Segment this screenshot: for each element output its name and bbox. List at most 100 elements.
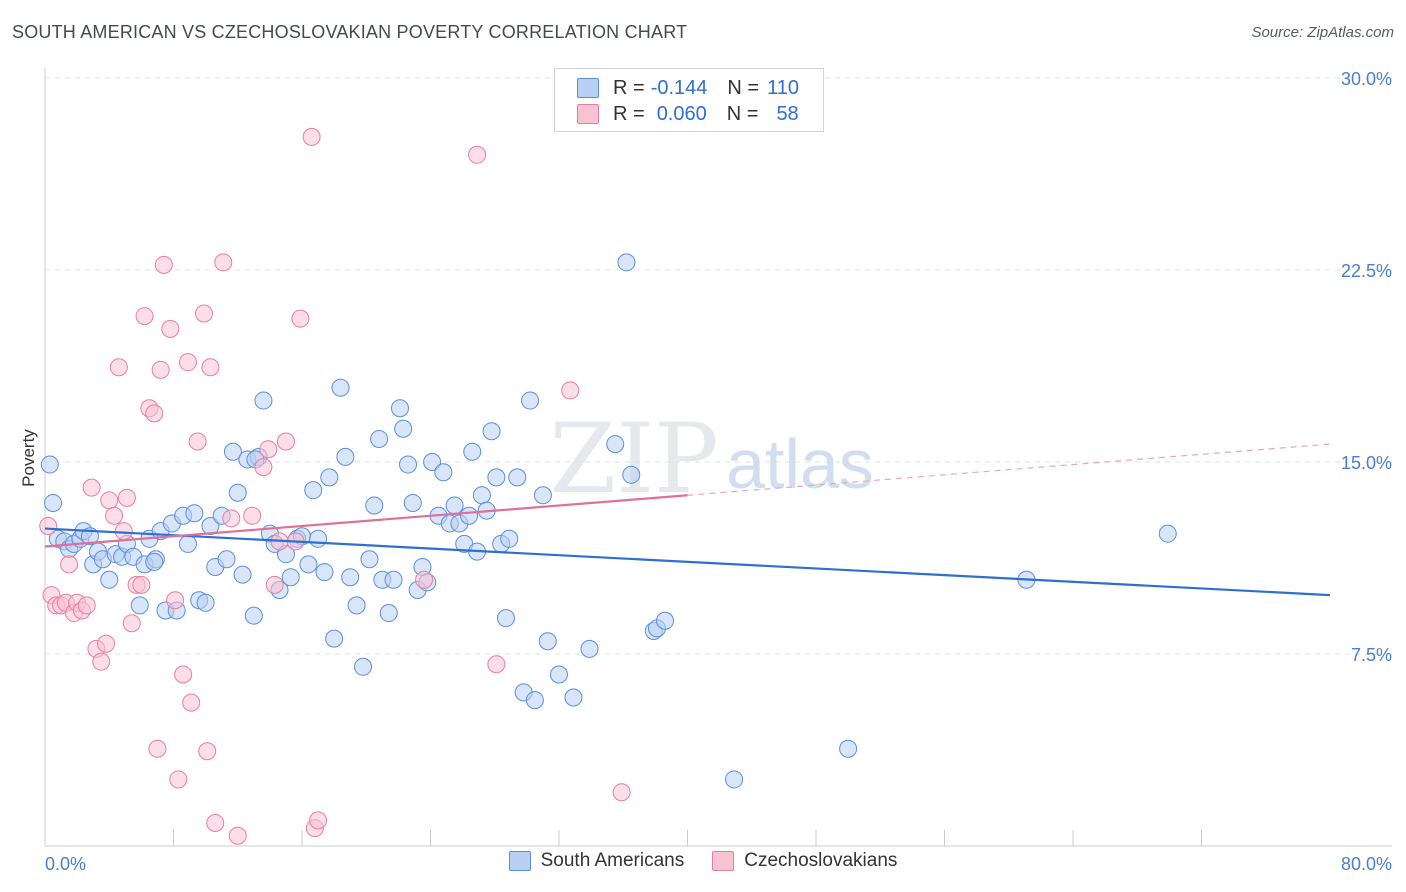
legend-item-czechoslovakians[interactable]: Czechoslovakians (712, 850, 897, 872)
legend-r-value: -0.144 (650, 76, 708, 99)
czechoslovakian-point (276, 432, 295, 451)
south-american-point (725, 770, 744, 789)
south-american-point (500, 529, 519, 548)
south-american-trendline (44, 527, 1331, 597)
czechoslovakian-point (222, 509, 241, 528)
south-american-point (434, 463, 453, 482)
south-american-point (564, 688, 583, 707)
czechoslovakian-point (291, 309, 310, 328)
czechoslovakian-point (117, 488, 136, 507)
south-american-point (325, 629, 344, 648)
watermark-zip: ZIP (549, 403, 718, 515)
south-american-point (384, 570, 403, 589)
south-american-point (336, 447, 355, 466)
y-tick-label: 22.5% (1341, 261, 1392, 281)
czechoslovakian-trendline-extension (687, 443, 1331, 496)
legend-n-value: 58 (776, 102, 799, 125)
south-american-point (145, 552, 164, 571)
czechoslovakian-point (122, 614, 141, 633)
south-american-point (304, 481, 323, 500)
czechoslovakian-point (161, 319, 180, 338)
south-american-point (331, 378, 350, 397)
south-american-point (580, 639, 599, 658)
watermark-atlas: atlas (726, 425, 874, 503)
south-american-point (390, 399, 409, 418)
south-american-point (617, 253, 636, 272)
legend-n-label: N = (726, 102, 759, 125)
czechoslovakian-point (254, 458, 273, 477)
czechoslovakian-point (174, 665, 193, 684)
south-american-point (309, 529, 328, 548)
czechoslovakian-point (198, 742, 217, 761)
czechoslovakian-point (169, 770, 188, 789)
south-american-point (496, 609, 515, 628)
south-american-point (550, 665, 568, 684)
south-american-point (472, 486, 491, 505)
legend-r-label: R = (613, 76, 645, 99)
south-american-point (315, 563, 334, 582)
y-tick-label: 7.5% (1351, 645, 1392, 665)
czechoslovakian-point (97, 634, 116, 653)
south-american-point (445, 496, 464, 515)
legend-swatch-blue (577, 78, 599, 98)
south-american-point (196, 593, 215, 612)
south-american-point (354, 657, 373, 676)
south-american-point (399, 455, 418, 474)
y-tick-label: 15.0% (1341, 453, 1392, 473)
legend-swatch-pink (577, 104, 599, 124)
czechoslovakian-point (60, 555, 79, 574)
south-american-point (281, 568, 300, 587)
south-american-point (521, 391, 540, 410)
czechoslovakian-point (195, 304, 214, 323)
south-american-point (44, 493, 63, 512)
south-american-point (482, 422, 501, 441)
czechoslovakian-trendline (44, 494, 688, 548)
south-american-point (40, 455, 59, 474)
czechoslovakian-point (259, 440, 278, 459)
czechoslovakian-point (214, 253, 233, 272)
x-tick-label: 0.0% (45, 854, 86, 874)
south-american-point (299, 555, 318, 574)
south-american-point (460, 506, 479, 525)
south-american-point (365, 496, 384, 515)
czechoslovakian-point (302, 127, 321, 146)
y-axis-label: Poverty (19, 429, 38, 487)
south-american-point (403, 493, 422, 512)
legend-item-south-americans[interactable]: South Americans (508, 850, 684, 872)
czechoslovakian-point (561, 381, 580, 400)
south-american-point (533, 486, 552, 505)
czechoslovakian-point (105, 506, 124, 525)
legend-r-label: R = (613, 102, 645, 125)
south-american-point (341, 568, 360, 587)
czechoslovakian-point (154, 255, 173, 274)
south-american-point (606, 435, 625, 454)
south-american-point (487, 468, 506, 487)
czechoslovakian-point (151, 360, 170, 379)
south-american-point (223, 442, 242, 461)
correlation-legend: R = -0.144 N = 110 R = 0.060 N = 58 (554, 68, 824, 132)
legend-label: Czechoslovakians (744, 850, 898, 871)
legend-row-south-americans: R = -0.144 N = 110 (577, 76, 799, 100)
south-american-point (463, 442, 482, 461)
legend-swatch-blue (508, 851, 531, 871)
legend-n-value: 110 (767, 76, 799, 99)
south-american-point (320, 468, 339, 487)
chart-title: SOUTH AMERICAN VS CZECHOSLOVAKIAN POVERT… (12, 22, 688, 42)
czechoslovakian-point (148, 739, 167, 758)
czechoslovakian-point (206, 813, 225, 832)
czechoslovakian-point (166, 591, 185, 610)
czechoslovakian-point (39, 517, 58, 535)
czechoslovakian-point (487, 655, 506, 674)
south-american-point (201, 517, 220, 535)
czechoslovakian-point (188, 432, 207, 451)
south-american-point (130, 596, 149, 615)
south-american-point (538, 632, 557, 651)
czechoslovakian-point (243, 506, 262, 525)
czechoslovakian-point (82, 478, 101, 497)
czechoslovakian-point (92, 652, 111, 671)
south-american-point (228, 483, 247, 502)
czechoslovakian-point (135, 307, 154, 326)
south-american-point (178, 534, 197, 553)
south-american-point (254, 391, 273, 410)
